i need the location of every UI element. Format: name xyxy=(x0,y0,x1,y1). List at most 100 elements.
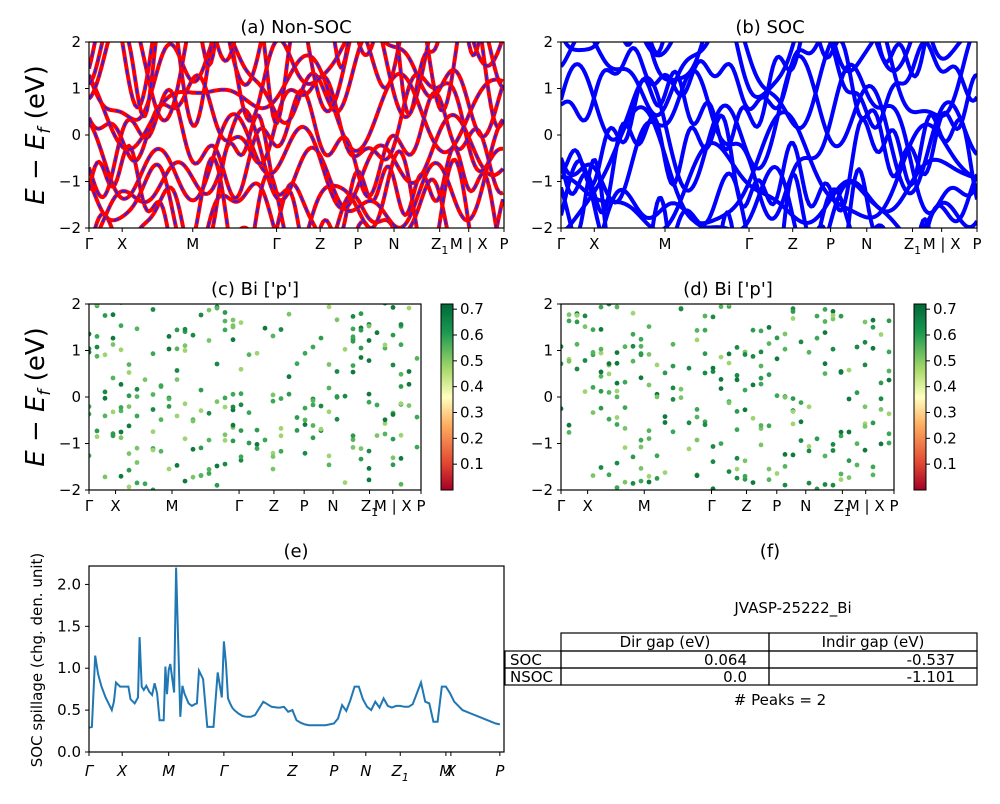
panel-d-point xyxy=(734,377,740,383)
panel-d-colorbar-tick-label: 0.3 xyxy=(933,404,957,422)
ylabel-top: E − Ef (eV) xyxy=(21,65,55,205)
panel-d-point xyxy=(782,482,788,488)
panel-c-point xyxy=(126,451,132,456)
panel-c-point xyxy=(110,409,116,415)
panel-d-point xyxy=(638,336,644,342)
panel-c-point xyxy=(110,342,116,347)
panel-c-point xyxy=(230,438,236,444)
panel-d-point xyxy=(870,345,876,351)
panel-c-point xyxy=(254,427,260,433)
panel-c-point xyxy=(110,375,116,381)
panel-c-point xyxy=(118,323,124,329)
panel-d-point xyxy=(846,429,852,435)
panel-d-point xyxy=(710,365,716,371)
panel-c-point xyxy=(366,399,372,405)
panel-c-ytick-label: 0 xyxy=(71,388,81,406)
panel-d-point xyxy=(574,312,580,318)
panel-d-point xyxy=(863,296,868,301)
panel-d-point xyxy=(655,524,660,529)
panel-c-point xyxy=(206,410,212,416)
panel-c-point xyxy=(382,345,388,351)
panel-d-point xyxy=(646,428,652,434)
panel-c-point xyxy=(111,248,116,253)
panel-d-point xyxy=(694,414,700,420)
panel-d-point xyxy=(742,352,748,357)
panel-d-point xyxy=(646,324,652,329)
table-header-indir: Indir gap (eV) xyxy=(822,633,925,651)
panel-c-point xyxy=(134,386,140,392)
panel-c-point xyxy=(183,564,188,569)
panel-c-point xyxy=(270,398,276,404)
panel-c-point xyxy=(278,327,284,332)
panel-c-point xyxy=(174,368,180,373)
panel-a-band-line-dashed xyxy=(127,42,480,125)
panel-b-bands xyxy=(561,42,977,228)
table-row-soc-label: SOC xyxy=(510,651,542,669)
panel-c-point xyxy=(182,348,188,353)
panel-c-point xyxy=(270,466,276,472)
panel-d-point xyxy=(598,327,604,332)
panel-c-point xyxy=(350,369,356,375)
panel-d-point xyxy=(831,267,836,272)
panel-c-point xyxy=(103,540,108,545)
panel-d-point xyxy=(718,377,724,382)
panel-d-colorbar-tick-label: 0.1 xyxy=(933,455,957,473)
panel-c-point xyxy=(238,454,244,460)
panel-d-point xyxy=(687,525,692,530)
panel-c-point xyxy=(263,521,268,526)
panel-d-point xyxy=(606,472,612,478)
panel-c-colorbar-tick-label: 0.4 xyxy=(460,378,484,396)
panel-c-point xyxy=(399,254,404,259)
panel-a-band-line-dashed xyxy=(89,42,504,129)
panel-c-point xyxy=(263,260,268,265)
panel-d-colorbar-tick-label: 0.6 xyxy=(933,326,957,344)
panel-d-point xyxy=(807,274,812,279)
panel-d-point xyxy=(566,430,572,435)
panel-d-point xyxy=(791,499,796,504)
panel-d-point xyxy=(670,363,676,369)
panel-c-point xyxy=(158,417,164,423)
panel-d-point xyxy=(782,452,788,457)
panel-b-xtick-label: P xyxy=(972,235,981,253)
panel-a-band-line-dashed xyxy=(89,150,504,228)
panel-c-point xyxy=(255,271,260,276)
panel-e-frame xyxy=(88,565,505,753)
panel-c-point xyxy=(206,467,212,472)
panel-d-point xyxy=(607,492,612,497)
panel-d-point xyxy=(606,416,612,422)
panel-c-point xyxy=(406,369,412,374)
panel-d-point xyxy=(567,504,572,509)
panel-b-ytick-label: 2 xyxy=(543,33,553,51)
panel-d-point xyxy=(863,280,868,285)
panel-c-point xyxy=(326,462,332,468)
panel-d-point xyxy=(566,422,572,428)
panel-c-point xyxy=(278,396,284,401)
panel-d-point xyxy=(838,477,844,482)
panel-d-point xyxy=(679,501,684,506)
panel-c-point xyxy=(214,482,220,488)
panel-d-point xyxy=(679,260,684,265)
panel-d-point xyxy=(663,257,668,262)
panel-d-point xyxy=(614,380,620,386)
panel-c-point xyxy=(110,433,116,439)
panel-c-point xyxy=(398,481,404,487)
panel-d-point xyxy=(839,253,844,258)
panel-c-point xyxy=(94,428,100,434)
panel-d-point xyxy=(743,254,748,259)
panel-c-point xyxy=(366,391,372,397)
panel-c-point xyxy=(206,471,212,476)
panel-c-xtick-label: P xyxy=(300,497,309,515)
panel-c-point xyxy=(366,323,372,329)
panel-d-colorbar-tick-label: 0.5 xyxy=(933,352,957,370)
panel-d-point xyxy=(598,350,604,356)
panel-d-point xyxy=(855,295,860,300)
panel-a-band-line-dashed xyxy=(89,42,503,122)
panel-c-point xyxy=(326,304,332,310)
panel-d-point xyxy=(710,369,716,374)
panel-c-point xyxy=(182,326,188,332)
panel-e-xtick-label: N xyxy=(360,762,371,780)
panel-c-colorbar-tick-label: 0.1 xyxy=(460,455,484,473)
panel-d-point xyxy=(703,267,708,272)
panel-d-point xyxy=(654,394,660,400)
panel-d-point xyxy=(854,441,860,447)
